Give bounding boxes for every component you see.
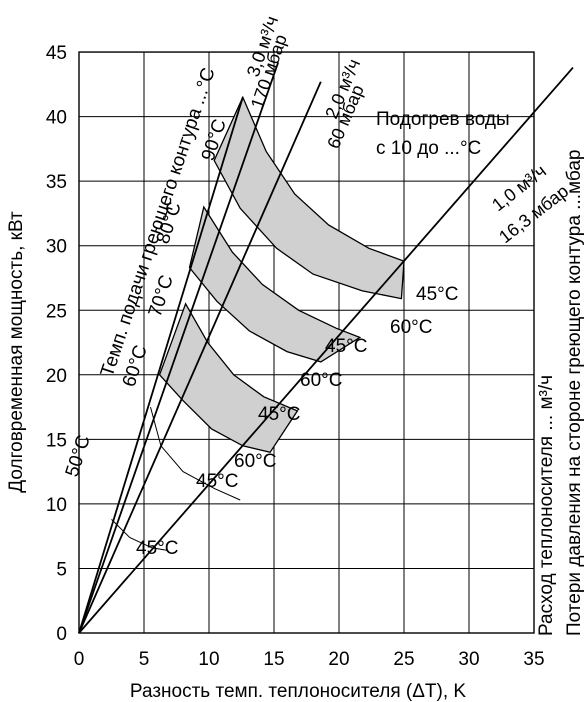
x-tick-label: 0 — [74, 649, 85, 670]
x-tick-label: 10 — [198, 649, 219, 670]
tick-labels: 0 5 10 15 20 25 30 35 0 5 10 15 20 25 30 35 40 45 — [46, 43, 545, 670]
curves — [111, 406, 241, 551]
x-tick-label: 20 — [328, 649, 349, 670]
thin-curve-label: 45°C — [136, 538, 178, 559]
supply-temp-line — [78, 62, 280, 634]
y-tick-label: 15 — [46, 430, 67, 451]
band-label-60: 60°C — [300, 370, 342, 391]
band-label-45: 45°C — [416, 284, 458, 305]
thin-curve — [111, 519, 168, 551]
heating-title-line1: Подогрев воды — [376, 109, 510, 130]
flow-lines — [78, 62, 574, 634]
flow-line — [78, 81, 322, 634]
y-tick-label: 10 — [46, 495, 67, 516]
y-tick-label: 0 — [56, 624, 67, 645]
flow-line — [78, 66, 574, 634]
y-tick-label: 40 — [46, 108, 67, 129]
grid — [78, 51, 535, 634]
y-tick-label: 30 — [46, 237, 67, 258]
band-label-60: 60°C — [390, 317, 432, 338]
y-axis-label: Долговременная мощность, кВт — [6, 211, 27, 493]
heating-title-line2: с 10 до ...°C — [376, 138, 481, 159]
thin-curve — [150, 406, 241, 501]
shaded-band — [158, 302, 299, 454]
y-tick-label: 25 — [46, 301, 67, 322]
shaded-band — [188, 205, 362, 363]
shaded-bands — [158, 95, 405, 454]
right-label-flow: Расход теплоносителя ... м³/ч — [536, 375, 557, 636]
y-tick-label: 20 — [46, 366, 67, 387]
y-tick-label: 35 — [46, 172, 67, 193]
plot-frame — [78, 51, 535, 634]
band-label-45: 45°C — [325, 336, 367, 357]
y-tick-label: 45 — [46, 43, 67, 64]
x-tick-label: 35 — [523, 649, 544, 670]
y-tick-label: 5 — [56, 559, 67, 580]
x-axis-label: Разность темп. теплоносителя (ΔT), K — [130, 681, 466, 702]
flow-line — [78, 96, 244, 634]
right-label-pressure: Потери давления на стороне греющего конт… — [564, 150, 585, 636]
thin-curve-label: 45°C — [196, 471, 238, 492]
x-tick-label: 5 — [139, 649, 150, 670]
x-tick-label: 30 — [458, 649, 479, 670]
shaded-band — [213, 95, 405, 300]
x-tick-label: 25 — [393, 649, 414, 670]
x-tick-label: 15 — [263, 649, 284, 670]
band-label-45: 45°C — [258, 404, 300, 425]
band-label-60: 60°C — [234, 451, 276, 472]
